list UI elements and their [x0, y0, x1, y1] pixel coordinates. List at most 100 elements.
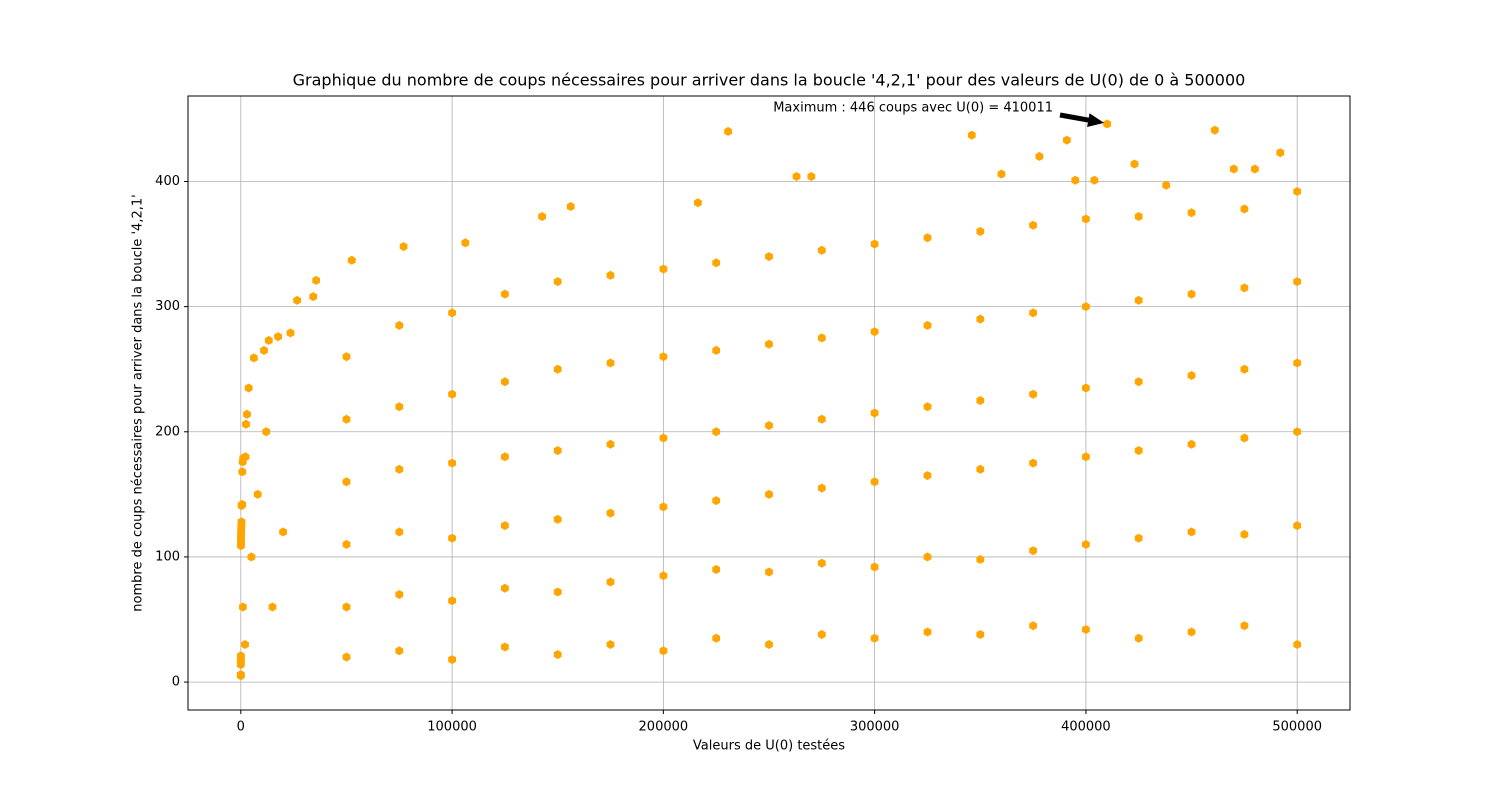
point — [659, 502, 668, 512]
point — [712, 496, 721, 506]
point — [724, 126, 732, 136]
chart-title: Graphique du nombre de coups nécessaires… — [293, 71, 1246, 90]
point — [712, 345, 721, 355]
point — [448, 458, 456, 468]
point — [501, 452, 509, 462]
point — [923, 552, 932, 562]
point — [1251, 164, 1259, 174]
point — [976, 227, 985, 236]
point — [712, 258, 721, 268]
point — [268, 602, 277, 612]
point — [712, 633, 721, 643]
point — [817, 333, 826, 343]
point — [659, 352, 668, 362]
point — [309, 292, 318, 302]
point — [1293, 277, 1302, 287]
y-tick-label: 300 — [155, 299, 180, 314]
point — [448, 533, 456, 543]
x-tick-label: 100000 — [427, 720, 477, 735]
point — [448, 308, 456, 318]
point — [765, 489, 773, 499]
point — [765, 640, 773, 649]
point — [976, 396, 985, 405]
point — [1134, 212, 1143, 221]
point — [1229, 164, 1238, 174]
x-tick-label: 500000 — [1272, 720, 1322, 735]
point — [817, 245, 826, 255]
point — [237, 517, 246, 527]
y-tick-label: 400 — [155, 174, 180, 189]
x-axis-label: Valeurs de U(0) testées — [693, 739, 845, 754]
point — [553, 650, 562, 660]
point — [1134, 377, 1143, 387]
point — [923, 233, 932, 243]
point — [262, 427, 271, 437]
point — [1187, 627, 1196, 637]
point — [293, 295, 301, 305]
point — [242, 419, 250, 429]
point — [923, 627, 932, 637]
point — [817, 483, 826, 493]
point — [395, 320, 404, 330]
point — [1276, 148, 1285, 158]
point — [279, 527, 287, 537]
point — [238, 467, 247, 477]
point — [1240, 621, 1249, 631]
point — [817, 558, 826, 568]
plot-frame — [187, 95, 1351, 711]
point — [606, 508, 615, 518]
point — [342, 352, 351, 362]
point — [461, 238, 470, 248]
point — [997, 169, 1006, 179]
point — [1082, 452, 1090, 462]
point — [1103, 119, 1111, 129]
point — [247, 552, 256, 562]
point — [1134, 446, 1143, 456]
point — [1240, 529, 1249, 539]
point — [694, 198, 702, 208]
point — [976, 630, 985, 639]
point — [870, 477, 879, 487]
point — [817, 414, 826, 424]
point — [1029, 220, 1037, 230]
point — [659, 433, 668, 443]
point — [342, 539, 351, 549]
point — [553, 364, 562, 374]
annotation-arrow — [1059, 112, 1105, 127]
point — [923, 471, 932, 481]
point — [1134, 533, 1143, 543]
x-tick-label: 0 — [237, 720, 245, 735]
point — [1187, 371, 1196, 380]
point — [1240, 364, 1249, 374]
point — [606, 439, 615, 449]
point — [553, 587, 562, 597]
point — [807, 172, 816, 181]
x-tick-label: 400000 — [1061, 720, 1111, 735]
y-tick-label: 200 — [155, 424, 180, 439]
point — [1082, 302, 1090, 312]
point — [606, 270, 615, 280]
point — [501, 377, 509, 387]
point — [1130, 159, 1139, 169]
point — [659, 264, 668, 274]
point — [1240, 283, 1249, 293]
point — [1240, 433, 1249, 443]
point — [765, 567, 773, 577]
point — [286, 328, 295, 338]
point — [870, 408, 879, 418]
point — [976, 314, 985, 324]
point — [606, 358, 615, 368]
point — [253, 489, 262, 499]
point — [260, 345, 268, 355]
point — [244, 383, 253, 393]
point — [239, 602, 247, 612]
point — [395, 590, 404, 599]
point — [1082, 383, 1090, 393]
point — [553, 514, 562, 524]
point — [342, 652, 351, 662]
point — [448, 655, 456, 665]
y-tick-label: 100 — [155, 549, 180, 564]
point — [1063, 135, 1071, 145]
point — [342, 414, 351, 424]
point — [1187, 439, 1196, 449]
